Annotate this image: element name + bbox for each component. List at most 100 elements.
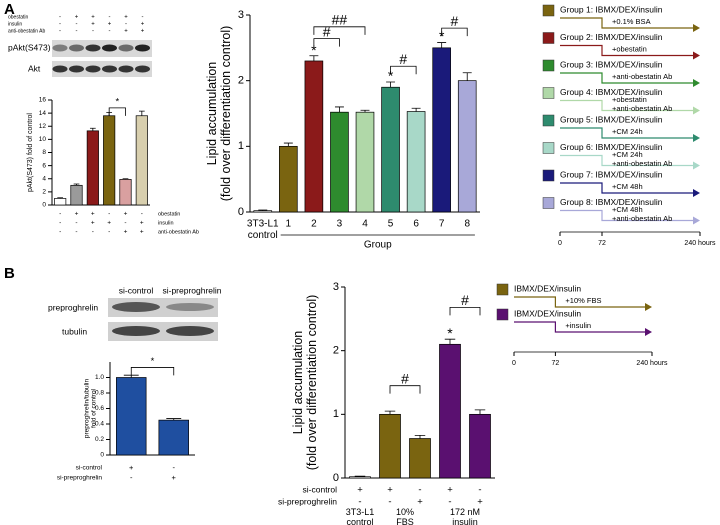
bar	[379, 413, 401, 479]
significance-mark: #	[401, 370, 409, 386]
bar	[86, 130, 99, 206]
significance-mark: *	[311, 42, 317, 58]
condition-sign: -	[130, 473, 133, 482]
protocol-line	[560, 99, 695, 112]
error-bar	[89, 127, 96, 131]
condition-sign: -	[76, 22, 78, 28]
condition-sign: -	[76, 29, 78, 35]
y-axis-label: Lipid accumulation(fold over differentia…	[291, 295, 319, 471]
condition-sign: +	[357, 485, 363, 496]
condition-label: obestatin	[158, 211, 180, 217]
blot-band	[85, 44, 101, 52]
condition-sign: -	[92, 229, 94, 236]
condition-sign: -	[59, 211, 61, 218]
y-axis-label: Lipid accumulation(fold over differentia…	[205, 26, 233, 202]
y-tick-label: 14	[39, 110, 47, 117]
protocol-line	[560, 44, 695, 57]
blot-band	[85, 65, 101, 73]
condition-label: si-control	[76, 465, 103, 472]
treatment-label: +10% FBS	[565, 296, 601, 305]
error-bar	[462, 72, 472, 81]
bar	[70, 184, 83, 206]
error-bar	[411, 107, 421, 112]
bar	[103, 115, 116, 206]
group-swatch	[496, 308, 509, 321]
blot-row-label: Akt	[28, 63, 41, 73]
group-swatch	[542, 169, 555, 182]
arrowhead	[693, 51, 700, 60]
y-tick-label: 16	[39, 97, 47, 104]
condition-sign: +	[108, 22, 112, 28]
condition-label: obestatin	[8, 14, 29, 20]
y-tick-label: 1	[238, 140, 244, 152]
blot-band	[102, 44, 117, 52]
protocol-line	[514, 296, 647, 308]
error-bar	[258, 209, 268, 211]
condition-sign: +	[91, 22, 95, 28]
x-tick-label: 7	[439, 219, 445, 230]
protocol-line	[560, 17, 695, 29]
significance-bracket	[313, 26, 366, 35]
y-tick-label: 2	[42, 189, 46, 196]
significance-mark: #	[323, 23, 331, 39]
condition-label: anti-obestatin Ab	[8, 28, 45, 34]
error-bar	[437, 42, 447, 48]
y-tick-label: 3	[238, 9, 244, 21]
x-tick-label: 8	[464, 219, 470, 230]
blot-band	[118, 65, 134, 73]
group-label: Group 8: IBMX/DEX/insulin	[560, 197, 663, 207]
treatment-label: +CM 48h	[612, 182, 643, 191]
bar	[469, 413, 491, 479]
y-tick-label: 1.0	[95, 374, 104, 381]
group-swatch	[542, 59, 555, 72]
condition-sign: +	[477, 497, 483, 508]
group-swatch	[496, 283, 509, 296]
blot-band	[52, 44, 68, 52]
blot-row-label: tubulin	[62, 326, 87, 336]
condition-sign: -	[75, 220, 77, 227]
group-label: Group 5: IBMX/DEX/insulin	[560, 114, 663, 124]
y-tick-label: 3	[333, 281, 339, 293]
error-bar	[360, 109, 370, 113]
blot-band	[135, 65, 150, 73]
x-tick-label: 172 nM insulin	[450, 507, 480, 525]
group-swatch	[542, 197, 555, 209]
condition-sign: +	[129, 463, 134, 472]
condition-sign: +	[91, 15, 95, 21]
condition-sign: -	[173, 463, 176, 472]
treatment-label: +CM 24h	[612, 127, 643, 136]
blot-band	[166, 303, 214, 311]
time-tick-label: 0	[512, 360, 516, 367]
error-bar	[474, 409, 486, 415]
error-bar	[166, 418, 182, 421]
panel-label: A	[4, 1, 15, 18]
treatment-label: +obestatin +anti-obestatin Ab	[612, 95, 672, 113]
y-tick-label: 4	[42, 175, 46, 182]
treatment-label: +0.1% BSA	[612, 17, 651, 26]
condition-sign: +	[141, 22, 145, 28]
protocol-line	[560, 182, 695, 194]
time-tick-label: 72	[552, 360, 560, 367]
condition-sign: +	[447, 485, 453, 496]
blot-band	[69, 44, 84, 52]
significance-mark: *	[151, 356, 155, 367]
error-bar	[444, 338, 456, 345]
x-tick-label: 3	[337, 219, 343, 230]
condition-sign: +	[140, 229, 144, 236]
y-tick-label: 0	[333, 472, 339, 484]
bar	[439, 343, 461, 479]
group-swatch	[542, 87, 555, 99]
blot-band	[135, 44, 150, 52]
blot-column-label: si-preproghrelin	[162, 285, 221, 295]
x-tick-label: 10% FBS	[396, 507, 414, 525]
time-tick-label: 0	[558, 240, 562, 247]
condition-sign: -	[59, 22, 61, 28]
y-tick-label: 2	[238, 75, 244, 87]
bar	[432, 47, 451, 213]
condition-sign: +	[75, 211, 79, 218]
bar	[279, 145, 298, 213]
condition-sign: +	[124, 229, 128, 236]
x-tick-label: 5	[388, 219, 394, 230]
condition-sign: -	[108, 211, 110, 218]
